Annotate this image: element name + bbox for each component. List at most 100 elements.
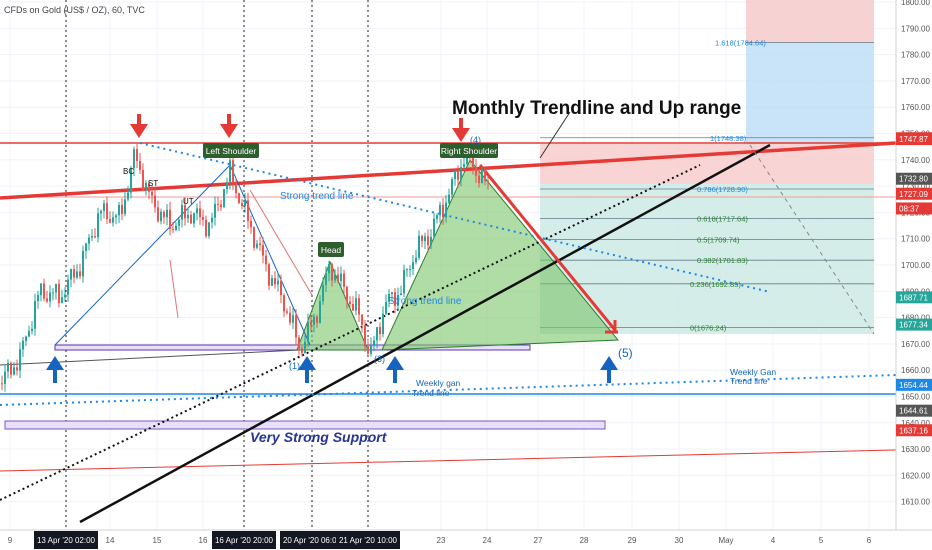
candle-body (400, 293, 402, 296)
candle-body (472, 157, 474, 167)
stop-zone (540, 144, 874, 184)
candle-body (136, 149, 138, 162)
price-tag-label: 1727.09 (899, 190, 928, 199)
candle-body (391, 292, 393, 295)
candle-body (40, 283, 42, 296)
candle-body (124, 199, 126, 215)
candle-body (232, 160, 234, 183)
price-tag-bg (896, 404, 932, 417)
price-tag-bg (896, 424, 932, 437)
candle-body (388, 294, 390, 302)
candle-body (421, 235, 423, 242)
candle-body (241, 202, 243, 207)
candle-body (259, 243, 261, 246)
candle-body (283, 295, 285, 312)
candle-body (100, 210, 102, 214)
projection-zones (540, 0, 874, 334)
time-tick-label: 30 (675, 536, 684, 545)
ut-label: UT (183, 197, 194, 206)
candle-body (319, 301, 321, 323)
price-tick-label: 1640.00 (901, 419, 930, 428)
time-tag-bg (212, 531, 276, 549)
candle-body (205, 219, 207, 237)
event-lines (65, 0, 369, 530)
candle-body (25, 336, 27, 341)
fib-level-label: 0.618(1717.64) (697, 215, 748, 224)
time-scale-bg (0, 530, 932, 550)
right-shoulder-label-bg (440, 143, 498, 158)
candle-body (277, 280, 279, 285)
candle-body (289, 312, 291, 323)
st-label: ST (148, 179, 158, 188)
blue-arrow-icon (46, 356, 64, 383)
right-shoulder-triangle (381, 159, 620, 351)
candle-body (286, 311, 288, 313)
candle-body (145, 182, 147, 191)
time-tick-label: 9 (8, 536, 13, 545)
candle-body (361, 314, 363, 326)
candle-body (112, 217, 114, 223)
candle-body (97, 213, 99, 238)
candle-body (208, 222, 210, 237)
candle-body (199, 208, 201, 217)
weekly-gann-1-line1: Weekly gan (416, 378, 461, 388)
candle-body (244, 200, 246, 207)
candle-body (331, 264, 333, 281)
left-shoulder-label-bg (203, 143, 259, 158)
candle-body (184, 205, 186, 219)
candle-body (406, 269, 408, 271)
price-scale[interactable]: 1610.00 1620.00 1630.00 1640.00 1650.00 1660.… (895, 0, 932, 530)
blue-arrow-icon (600, 356, 618, 383)
candle-body (28, 330, 30, 337)
candle-body (160, 211, 162, 222)
candle-body (115, 215, 117, 218)
candle-body (424, 236, 426, 242)
candle-body (487, 181, 489, 183)
candle-body (157, 207, 159, 222)
left-shoulder-label: Left Shoulder (206, 146, 257, 156)
candle-body (373, 340, 375, 345)
price-tags: 1748.201747.871732.801727.0908:371687.71… (896, 132, 932, 437)
monthly-trendline-title: Monthly Trendline and Up range (452, 98, 741, 119)
blue-arrow-icon (298, 356, 316, 383)
candle-body (316, 316, 318, 323)
candle-body (73, 269, 75, 278)
fib-level-label: 0(1676.24) (690, 323, 727, 332)
right-shoulder-red-drop (478, 164, 617, 331)
candle-body (463, 164, 465, 168)
candle-body (328, 264, 330, 274)
candle-body (418, 235, 420, 258)
upper-red-zone (746, 0, 874, 44)
fib-level-label: 0.382(1701.83) (697, 256, 748, 265)
price-tick-label: 1670.00 (901, 340, 930, 349)
candle-body (13, 367, 15, 375)
grey-neckline (0, 349, 301, 366)
candle-body (256, 243, 258, 248)
strong-trend-label-2: Strong trend line (388, 296, 462, 307)
candle-body (94, 236, 96, 238)
candle-body (322, 285, 324, 302)
candle-body (151, 191, 153, 196)
red-arrow-icon (452, 118, 470, 142)
projection-dashed (749, 144, 875, 335)
text-annotations: Monthly Trendline and Up range Strong tr… (123, 98, 776, 445)
wave-3-label: (3) (374, 354, 385, 364)
candle-body (247, 200, 249, 221)
candle-body (364, 325, 366, 347)
candle-body (385, 301, 387, 314)
price-tick-label: 1730.00 (901, 182, 930, 191)
time-scale[interactable]: 9 13 Apr '20 02:00 14 15 16 16 Apr '20 20:00 2… (0, 529, 932, 550)
time-tick-label: 15 (153, 536, 162, 545)
time-tag-bg (34, 531, 98, 549)
candle-body (292, 315, 294, 323)
candle-body (412, 262, 414, 270)
price-tick-label: 1700.00 (901, 261, 930, 270)
candle-body (379, 327, 381, 335)
candle-body (427, 236, 429, 246)
candle-body (346, 286, 348, 302)
fib-level-label: 1(1748.38) (710, 134, 747, 143)
candle-body (190, 214, 192, 224)
candle-body (403, 269, 405, 294)
black-dotted-uptrend (0, 164, 701, 501)
